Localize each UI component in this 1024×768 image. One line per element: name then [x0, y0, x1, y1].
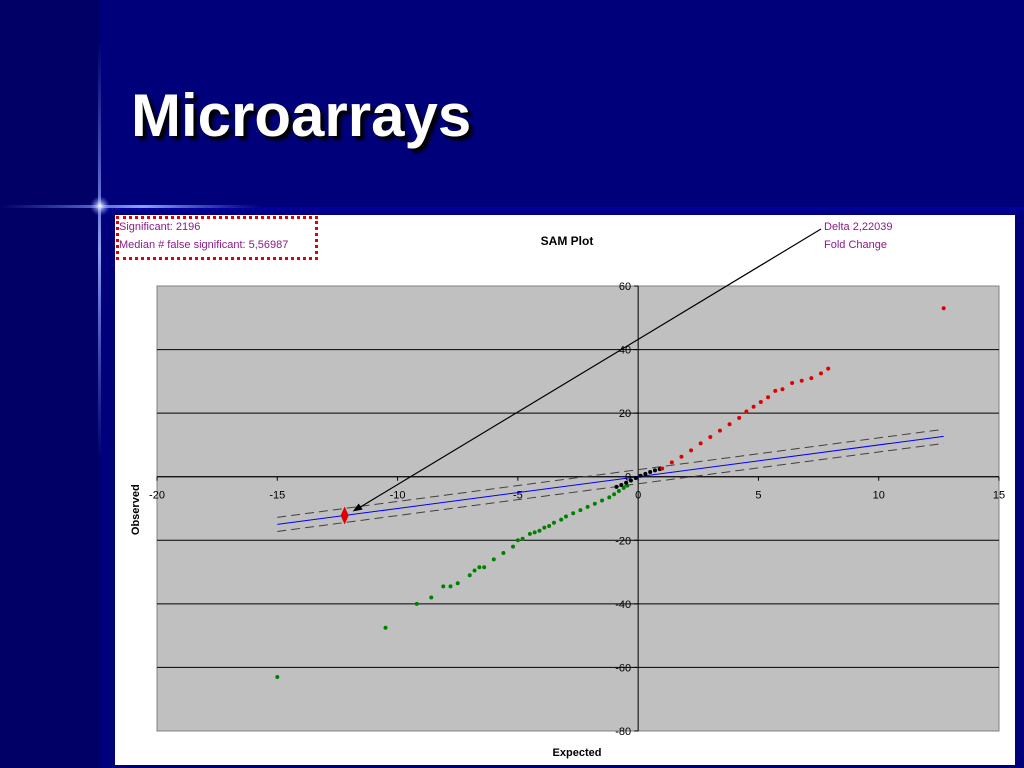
data-point — [612, 492, 617, 497]
data-point — [441, 584, 446, 589]
data-point — [448, 584, 453, 589]
data-point — [520, 536, 525, 541]
reference-line — [277, 435, 944, 525]
data-point — [414, 601, 419, 606]
data-point — [511, 544, 516, 549]
data-point — [679, 454, 684, 459]
x-tick-label: -15 — [269, 490, 285, 502]
data-point — [737, 415, 742, 420]
data-point — [643, 471, 648, 476]
data-point — [275, 674, 280, 679]
data-point — [717, 428, 722, 433]
data-point — [592, 501, 597, 506]
data-point — [790, 380, 795, 385]
data-point — [501, 551, 506, 555]
data-point — [600, 498, 605, 503]
threshold-line-lower — [277, 442, 944, 532]
data-point — [559, 517, 564, 522]
data-point — [551, 520, 556, 525]
y-tick-label: 60 — [619, 281, 631, 293]
data-point — [532, 530, 537, 535]
data-point — [818, 371, 823, 376]
y-tick-label: 40 — [619, 345, 631, 357]
data-point — [383, 625, 388, 630]
data-point — [619, 482, 624, 487]
fold-change-label: Fold Change — [824, 239, 887, 251]
x-tick-label: 5 — [755, 490, 761, 502]
data-point — [571, 511, 576, 516]
delta-marker — [340, 506, 349, 525]
data-point — [472, 568, 477, 573]
data-point — [698, 441, 703, 446]
data-point — [429, 595, 434, 600]
data-point — [537, 528, 542, 533]
x-tick-label: -10 — [390, 490, 406, 502]
chart-title: SAM Plot — [541, 234, 594, 248]
data-point — [744, 409, 749, 414]
delta-arrow-line — [354, 228, 822, 512]
data-point — [585, 504, 590, 509]
significant-count: Significant: 2196 — [119, 221, 201, 233]
data-point — [616, 489, 621, 494]
y-axis-title: Observed — [130, 484, 142, 535]
x-axis-title: Expected — [553, 747, 602, 759]
data-point — [751, 404, 756, 409]
data-point — [482, 565, 487, 570]
data-point — [648, 469, 653, 474]
y-tick-label: 0 — [625, 472, 631, 484]
data-point — [826, 366, 831, 371]
data-point — [455, 581, 460, 586]
data-point — [578, 508, 583, 513]
data-point — [652, 468, 657, 473]
data-point — [542, 525, 547, 530]
y-tick-label: -60 — [615, 662, 631, 674]
data-point — [628, 478, 633, 483]
data-point — [614, 484, 619, 489]
x-tick-label: -5 — [513, 490, 523, 502]
threshold-line-upper — [277, 428, 944, 518]
y-tick-label: 20 — [619, 408, 631, 420]
data-point — [633, 475, 638, 480]
data-point — [941, 306, 946, 311]
data-point — [624, 480, 629, 485]
y-tick-label: -20 — [615, 535, 631, 547]
data-point — [780, 387, 785, 392]
plot-area — [156, 285, 1000, 732]
data-point — [477, 565, 482, 570]
sam-plot-panel: -20 -15 -10 -5 0 5 10 15 60 40 20 0 -20 -40 -60 -80 SAM … — [115, 215, 1015, 765]
slide-title: Microarrays — [131, 82, 472, 149]
data-point — [773, 388, 778, 393]
data-point — [547, 523, 552, 528]
x-tick-label: 15 — [993, 490, 1005, 502]
data-point — [621, 485, 626, 490]
delta-value: Delta 2,22039 — [824, 221, 893, 233]
median-false-significant: Median # false significant: 5,56987 — [119, 239, 289, 251]
data-point — [527, 531, 532, 536]
data-point — [467, 573, 472, 578]
data-point — [766, 395, 771, 400]
data-point — [708, 434, 713, 439]
x-tick-label: -20 — [149, 490, 165, 502]
data-point — [758, 400, 763, 405]
data-point — [515, 538, 520, 543]
data-point — [491, 557, 496, 562]
data-point — [607, 495, 612, 500]
data-point — [689, 448, 694, 453]
significance-stats-box — [116, 216, 318, 260]
data-point — [563, 514, 568, 519]
data-point — [669, 460, 674, 465]
data-point — [727, 422, 732, 427]
data-point — [809, 376, 814, 381]
y-tick-label: -40 — [615, 599, 631, 611]
sam-plot-chart: -20 -15 -10 -5 0 5 10 15 60 40 20 0 -20 -40 -60 -80 SAM … — [130, 228, 1005, 759]
data-point — [799, 378, 804, 383]
x-tick-label: 0 — [635, 490, 641, 502]
x-tick-label: 10 — [873, 490, 885, 502]
delta-arrow-head — [352, 503, 363, 512]
y-tick-label: -80 — [615, 726, 631, 738]
data-point — [660, 466, 665, 471]
data-point — [638, 473, 643, 478]
